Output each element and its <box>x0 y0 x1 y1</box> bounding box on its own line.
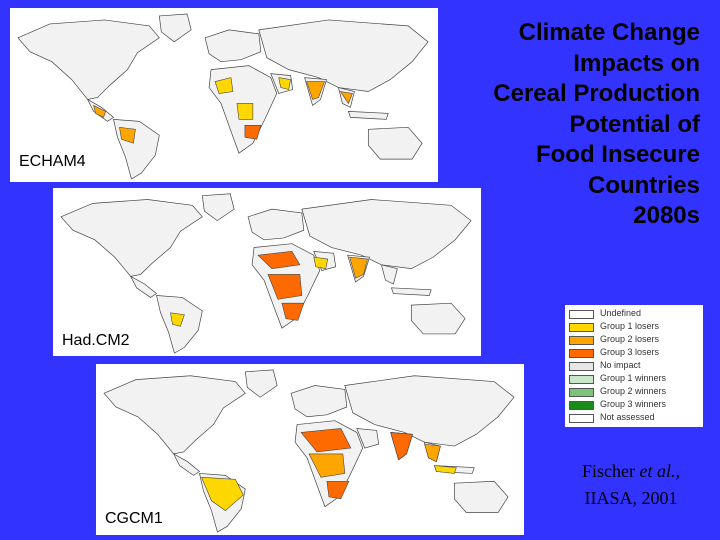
slide-title: Climate Change Impacts on Cereal Product… <box>430 18 700 232</box>
legend-swatch <box>569 401 594 410</box>
impact-region <box>119 126 136 144</box>
impact-region <box>267 274 303 300</box>
legend-item: Group 3 winners <box>569 399 701 411</box>
land-central-america <box>129 275 158 298</box>
impact-region <box>300 428 352 453</box>
land-europe <box>290 385 348 418</box>
land-asia <box>258 19 429 92</box>
impact-region <box>306 81 325 100</box>
citation-line-2: IIASA, 2001 <box>584 488 678 508</box>
legend-item: No impact <box>569 360 701 372</box>
impact-region <box>236 103 254 120</box>
citation-etal: et al., <box>639 461 681 481</box>
land-greenland <box>244 369 278 398</box>
impact-region <box>170 312 185 327</box>
legend-label: Group 2 losers <box>600 334 660 344</box>
legend-swatch <box>569 414 594 423</box>
citation-line-1: Fischer et al., <box>556 458 706 485</box>
land-greenland <box>158 13 192 43</box>
impact-region <box>201 477 244 511</box>
land-asia <box>301 199 472 269</box>
impact-region <box>278 77 292 90</box>
land-north-america <box>17 19 160 100</box>
legend-label: Undefined <box>600 308 642 318</box>
land-north-america <box>60 199 203 277</box>
map-hadcm2: Had.CM2 <box>53 188 481 356</box>
impact-region <box>281 302 305 321</box>
impact-region <box>326 480 350 500</box>
legend-swatch <box>569 388 594 397</box>
citation: Fischer et al., IIASA, 2001 <box>556 458 706 512</box>
map-label-echam4: ECHAM4 <box>19 153 86 170</box>
impact-region <box>349 256 368 279</box>
legend-label: Group 2 winners <box>600 386 667 396</box>
world-map-echam4 <box>17 13 429 180</box>
impact-region <box>390 432 413 461</box>
legend-label: Group 3 winners <box>600 399 667 409</box>
map-cgcm1: CGCM1 <box>96 364 524 535</box>
land-asia <box>344 375 515 447</box>
legend-label: No impact <box>600 360 641 370</box>
impact-region <box>244 125 262 140</box>
land-indonesia <box>390 287 432 296</box>
impact-region <box>339 91 353 105</box>
legend-swatch <box>569 362 594 371</box>
land-europe <box>247 208 305 241</box>
impact-region <box>313 256 329 269</box>
legend-item: Group 3 losers <box>569 347 701 359</box>
legend-label: Group 3 losers <box>600 347 660 357</box>
title-line: Potential of <box>569 110 700 138</box>
legend-label: Not assessed <box>600 412 655 422</box>
map-label-cgcm1: CGCM1 <box>105 510 163 527</box>
title-line: Food Insecure <box>535 141 700 168</box>
land-greenland <box>201 193 235 222</box>
impact-region <box>424 443 441 463</box>
title-line: 2080s <box>633 202 700 229</box>
land-se-asia <box>380 264 398 285</box>
land-arabia <box>356 428 380 449</box>
title-line: Countries <box>587 171 700 199</box>
title-line: Cereal Production <box>493 80 700 107</box>
land-north-america <box>103 375 246 455</box>
legend-item: Undefined <box>569 308 701 320</box>
legend-item: Not assessed <box>569 412 701 424</box>
legend-item: Group 1 losers <box>569 321 701 333</box>
title-line: Climate Change <box>518 19 700 46</box>
title-line: Impacts on <box>573 49 700 77</box>
land-australia <box>367 126 423 160</box>
land-australia <box>410 302 466 335</box>
legend-item: Group 2 losers <box>569 334 701 346</box>
impact-region <box>93 104 106 118</box>
citation-author: Fischer <box>582 461 635 481</box>
legend-label: Group 1 winners <box>600 373 667 383</box>
legend-swatch <box>569 349 594 358</box>
world-map-cgcm1 <box>103 369 515 533</box>
map-legend: Undefined Group 1 losers Group 2 losers … <box>565 305 703 427</box>
impact-region <box>433 465 457 474</box>
impact-region <box>308 453 346 478</box>
legend-swatch <box>569 310 594 319</box>
legend-swatch <box>569 336 594 345</box>
world-map-hadcm2 <box>60 193 472 354</box>
map-label-hadcm2: Had.CM2 <box>62 332 130 349</box>
legend-swatch <box>569 375 594 384</box>
impact-region <box>257 251 301 269</box>
map-echam4: ECHAM4 <box>10 8 438 182</box>
legend-item: Group 1 winners <box>569 373 701 385</box>
legend-swatch <box>569 323 594 332</box>
land-indonesia <box>347 111 389 120</box>
legend-item: Group 2 winners <box>569 386 701 398</box>
impact-region <box>214 77 234 94</box>
land-central-america <box>172 453 201 476</box>
legend-label: Group 1 losers <box>600 321 660 331</box>
land-australia <box>453 480 509 513</box>
land-europe <box>204 29 262 63</box>
